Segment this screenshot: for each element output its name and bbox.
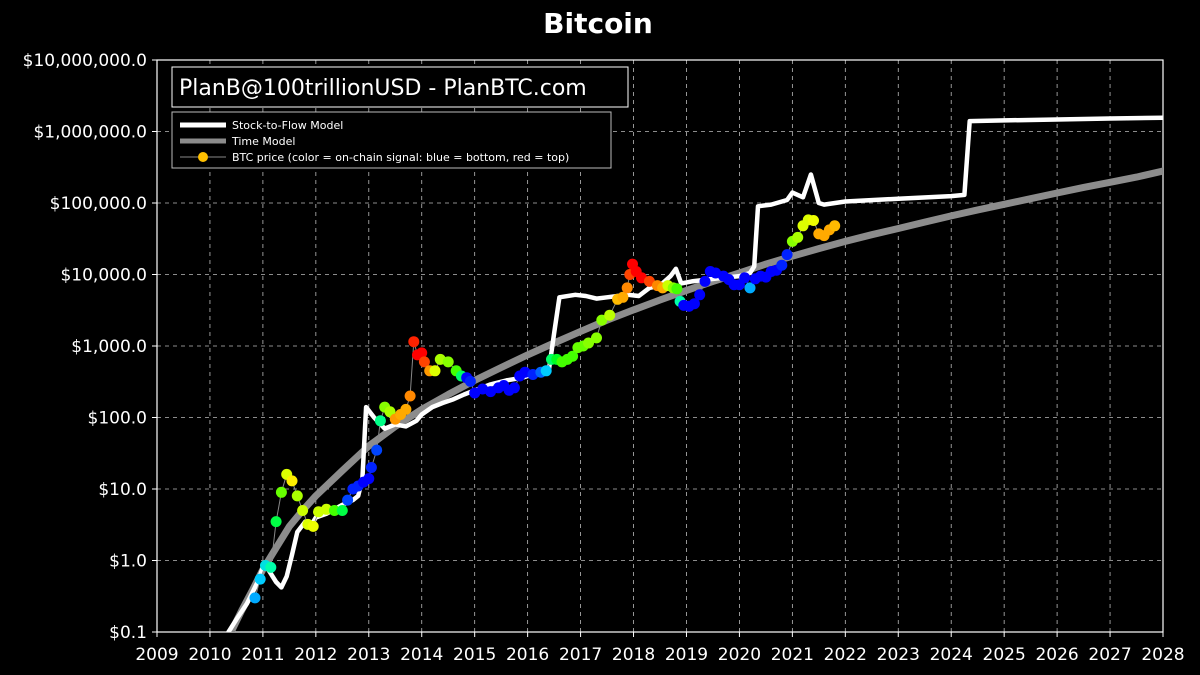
x-tick-label: 2013 — [347, 645, 390, 665]
x-tick-label: 2024 — [930, 645, 973, 665]
x-tick-label: 2022 — [824, 645, 867, 665]
btc-price-point — [418, 356, 430, 368]
legend: Stock-to-Flow Model Time Model BTC price… — [171, 111, 612, 169]
btc-price-point — [342, 494, 354, 506]
btc-price-point — [694, 289, 706, 301]
chart-title: Bitcoin — [543, 7, 653, 40]
btc-price-point — [744, 282, 756, 294]
x-tick-label: 2023 — [877, 645, 920, 665]
x-tick-label: 2026 — [1035, 645, 1078, 665]
y-tick-label: $10,000.0 — [60, 266, 147, 286]
btc-price-point — [307, 520, 319, 532]
btc-price-point — [336, 505, 348, 516]
annotation-box — [171, 66, 629, 108]
btc-price-point — [270, 516, 282, 528]
x-tick-label: 2010 — [188, 645, 231, 665]
btc-price-point — [739, 272, 751, 284]
btc-price-point — [617, 291, 629, 303]
x-tick-label: 2021 — [771, 645, 814, 665]
btc-price-point — [688, 298, 700, 310]
btc-price-point — [291, 490, 303, 502]
btc-price-point — [265, 561, 277, 573]
y-tick-label: $100.0 — [88, 409, 147, 429]
btc-price-point — [363, 473, 375, 485]
x-tick-label: 2020 — [718, 645, 761, 665]
btc-price-point — [374, 415, 386, 427]
x-tick-label: 2019 — [665, 645, 708, 665]
x-tick-label: 2028 — [1141, 645, 1184, 665]
y-tick-label: $0.1 — [109, 623, 147, 643]
x-tick-label: 2014 — [400, 645, 443, 665]
btc-price-point — [365, 462, 377, 473]
btc-price-point — [591, 332, 602, 344]
scatter-layer — [249, 214, 841, 604]
y-tick-label: $1,000,000.0 — [33, 123, 147, 143]
legend-label-time-model: Time Model — [231, 135, 295, 148]
btc-price-point — [508, 382, 520, 394]
x-tick-label: 2027 — [1088, 645, 1131, 665]
x-tick-label: 2018 — [612, 645, 655, 665]
btc-price-point — [328, 505, 340, 516]
legend-box — [171, 111, 612, 169]
btc-price-point — [416, 347, 428, 359]
btc-price-point — [249, 592, 261, 604]
btc-price-point — [699, 275, 711, 287]
btc-price-point — [371, 444, 383, 456]
btc-price-point — [776, 259, 788, 271]
legend-label-stock-to-flow: Stock-to-Flow Model — [232, 119, 343, 132]
btc-price-point — [297, 505, 309, 516]
btc-price-point — [829, 220, 841, 232]
btc-price-point — [254, 573, 266, 585]
y-tick-label: $100,000.0 — [50, 194, 147, 214]
btc-price-point — [781, 249, 793, 261]
x-tick-label: 2016 — [506, 645, 549, 665]
btc-price-point — [808, 215, 819, 226]
btc-price-point — [275, 486, 287, 498]
btc-price-point — [442, 356, 454, 368]
btc-price-point — [429, 365, 441, 377]
x-tick-label: 2011 — [241, 645, 284, 665]
btc-price-point — [583, 337, 594, 349]
annotation-layer: PlanB@100trillionUSD - PlanBTC.com — [171, 66, 629, 108]
btc-price-point — [621, 282, 633, 294]
x-tick-label: 2012 — [294, 645, 337, 665]
legend-label-btc-price: BTC price (color = on-chain signal: blue… — [232, 151, 569, 164]
plot-frame — [156, 59, 1164, 633]
axis-layer: 2009 2010 2011 2012 2013 2014 2015 2016 2017 2018… — [23, 51, 1185, 665]
x-tick-label: 2017 — [559, 645, 602, 665]
btc-price-point — [404, 390, 416, 402]
btc-price-point — [604, 309, 616, 321]
annotation-text: PlanB@100trillionUSD - PlanBTC.com — [179, 76, 587, 101]
legend-swatch-btc-marker — [198, 152, 208, 162]
btc-price-point — [408, 336, 420, 348]
x-tick-label: 2025 — [983, 645, 1026, 665]
btc-price-point — [540, 365, 552, 377]
x-tick-label: 2009 — [135, 645, 178, 665]
btc-price-point — [792, 231, 804, 243]
btc-price-point — [671, 283, 683, 295]
y-tick-label: $1,000.0 — [71, 337, 147, 357]
time-model-line — [227, 167, 1163, 632]
btc-price-point — [567, 350, 579, 362]
y-tick-label: $10.0 — [98, 480, 147, 500]
y-tick-label: $1.0 — [109, 552, 147, 572]
btc-price-point — [464, 375, 476, 387]
btc-price-point — [400, 403, 412, 415]
x-tick-label: 2015 — [453, 645, 496, 665]
btc-price-point — [286, 475, 298, 487]
btc-price-point — [596, 314, 608, 326]
y-tick-label: $10,000,000.0 — [23, 51, 147, 71]
